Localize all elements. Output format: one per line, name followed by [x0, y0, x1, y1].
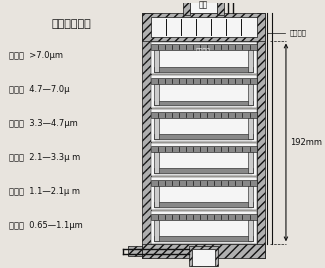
Bar: [142, 244, 265, 258]
Bar: [154, 186, 159, 207]
Bar: [150, 112, 257, 118]
Bar: [248, 118, 253, 139]
Text: 第四级  2.1—3.3μ m: 第四级 2.1—3.3μ m: [9, 153, 81, 162]
Text: 采样千里: 采样千里: [196, 49, 211, 54]
Bar: [217, 0, 224, 15]
Bar: [154, 169, 253, 173]
Bar: [248, 220, 253, 241]
Bar: [150, 79, 257, 84]
Text: 捕获粒子范围: 捕获粒子范围: [51, 19, 91, 29]
Bar: [142, 13, 150, 258]
Bar: [150, 76, 257, 109]
Bar: [248, 84, 253, 106]
Bar: [248, 50, 253, 72]
Text: 192mm: 192mm: [290, 138, 322, 147]
Text: 第三级  3.3—4.7μm: 第三级 3.3—4.7μm: [9, 119, 78, 128]
Bar: [154, 84, 159, 106]
Bar: [154, 50, 159, 72]
Bar: [248, 152, 253, 173]
Text: 第六级  0.65—1.1μm: 第六级 0.65—1.1μm: [9, 221, 83, 230]
Bar: [142, 13, 265, 40]
Bar: [190, 0, 217, 13]
Bar: [154, 202, 253, 207]
Bar: [183, 0, 190, 15]
Bar: [150, 42, 257, 75]
Bar: [154, 220, 159, 241]
Bar: [154, 66, 253, 72]
Text: 第一级  >7.0μm: 第一级 >7.0μm: [9, 51, 63, 60]
Bar: [128, 246, 142, 256]
Text: 密封胶圈: 密封胶圈: [290, 29, 307, 36]
Bar: [150, 180, 257, 186]
Bar: [150, 143, 257, 176]
Bar: [154, 118, 159, 139]
Text: 第二级  4.7—7.0μ: 第二级 4.7—7.0μ: [9, 85, 70, 94]
Text: 气流: 气流: [199, 1, 208, 9]
Bar: [150, 146, 257, 152]
Bar: [189, 246, 218, 266]
Bar: [150, 177, 257, 210]
Bar: [150, 44, 257, 50]
Bar: [150, 109, 257, 142]
Bar: [192, 249, 215, 266]
Bar: [150, 214, 257, 220]
Bar: [150, 17, 257, 37]
Bar: [257, 13, 265, 258]
Bar: [154, 100, 253, 106]
Bar: [154, 152, 159, 173]
Bar: [248, 186, 253, 207]
Text: 第五级  1.1—2.1μ m: 第五级 1.1—2.1μ m: [9, 187, 81, 196]
Bar: [154, 135, 253, 139]
Bar: [150, 211, 257, 244]
Bar: [154, 236, 253, 241]
